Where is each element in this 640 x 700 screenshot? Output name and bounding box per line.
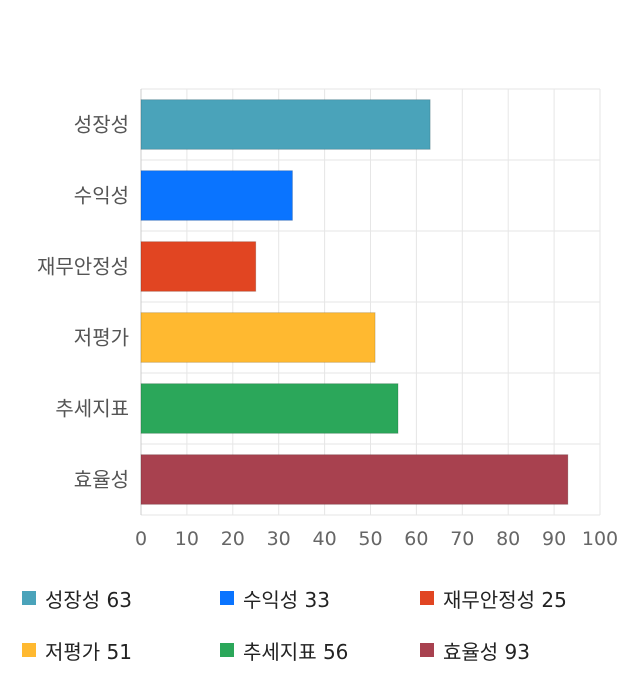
category-label: 추세지표 <box>55 397 129 421</box>
category-label: 수익성 <box>74 184 129 208</box>
category-label: 성장성 <box>74 113 129 137</box>
x-tick-label: 30 <box>267 528 291 550</box>
x-tick-label: 100 <box>582 528 618 550</box>
x-tick-label: 10 <box>175 528 199 550</box>
x-tick-label: 20 <box>221 528 245 550</box>
bar <box>140 241 257 292</box>
x-tick-label: 90 <box>542 528 566 550</box>
x-tick-label: 60 <box>404 528 428 550</box>
bar <box>140 170 293 221</box>
bar <box>140 99 431 150</box>
category-label: 효율성 <box>74 468 129 492</box>
x-tick-label: 50 <box>358 528 382 550</box>
category-label: 저평가 <box>74 326 129 350</box>
category-label: 재무안정성 <box>37 255 129 279</box>
bar <box>140 383 399 434</box>
x-tick-label: 80 <box>496 528 520 550</box>
x-tick-label: 0 <box>135 528 147 550</box>
x-tick-label: 40 <box>313 528 337 550</box>
bar <box>140 312 376 363</box>
bar <box>140 454 569 505</box>
x-tick-label: 70 <box>450 528 474 550</box>
